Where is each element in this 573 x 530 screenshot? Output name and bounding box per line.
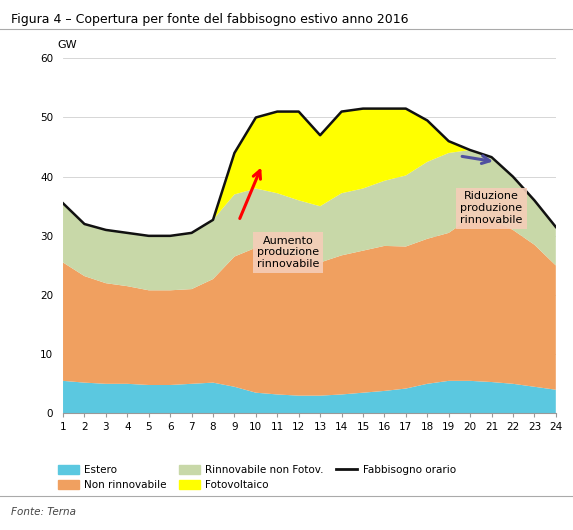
Text: Riduzione
produzione
rinnovabile: Riduzione produzione rinnovabile — [460, 191, 523, 225]
Fabbisogno orario — [359, 105, 366, 112]
Text: Aumento
produzione
rinnovabile: Aumento produzione rinnovabile — [257, 236, 319, 269]
Fabbisogno orario — [445, 138, 452, 144]
Fabbisogno orario — [531, 197, 538, 204]
Fabbisogno orario — [253, 114, 260, 121]
Fabbisogno orario — [124, 229, 131, 236]
Fabbisogno orario — [381, 105, 388, 112]
Text: Figura 4 – Copertura per fonte del fabbisogno estivo anno 2016: Figura 4 – Copertura per fonte del fabbi… — [11, 13, 409, 26]
Fabbisogno orario — [338, 108, 345, 114]
Text: GW: GW — [57, 40, 77, 50]
Text: Fonte: Terna: Fonte: Terna — [11, 507, 76, 517]
Fabbisogno orario — [146, 233, 152, 239]
Fabbisogno orario — [295, 108, 302, 114]
Fabbisogno orario — [488, 154, 495, 160]
Fabbisogno orario — [210, 217, 217, 223]
Fabbisogno orario — [466, 147, 473, 153]
Fabbisogno orario — [424, 117, 431, 123]
Line: Fabbisogno orario: Fabbisogno orario — [63, 109, 556, 236]
Fabbisogno orario — [60, 200, 66, 207]
Fabbisogno orario — [231, 150, 238, 156]
Fabbisogno orario — [274, 108, 281, 114]
Fabbisogno orario — [402, 105, 409, 112]
Fabbisogno orario — [552, 224, 559, 230]
Legend: Estero, Non rinnovabile, Rinnovabile non Fotov., Fotovoltaico, Fabbisogno orario: Estero, Non rinnovabile, Rinnovabile non… — [58, 465, 456, 490]
Fabbisogno orario — [509, 173, 516, 180]
Fabbisogno orario — [188, 229, 195, 236]
Fabbisogno orario — [167, 233, 174, 239]
Fabbisogno orario — [317, 132, 324, 138]
Fabbisogno orario — [103, 227, 109, 233]
Fabbisogno orario — [81, 221, 88, 227]
